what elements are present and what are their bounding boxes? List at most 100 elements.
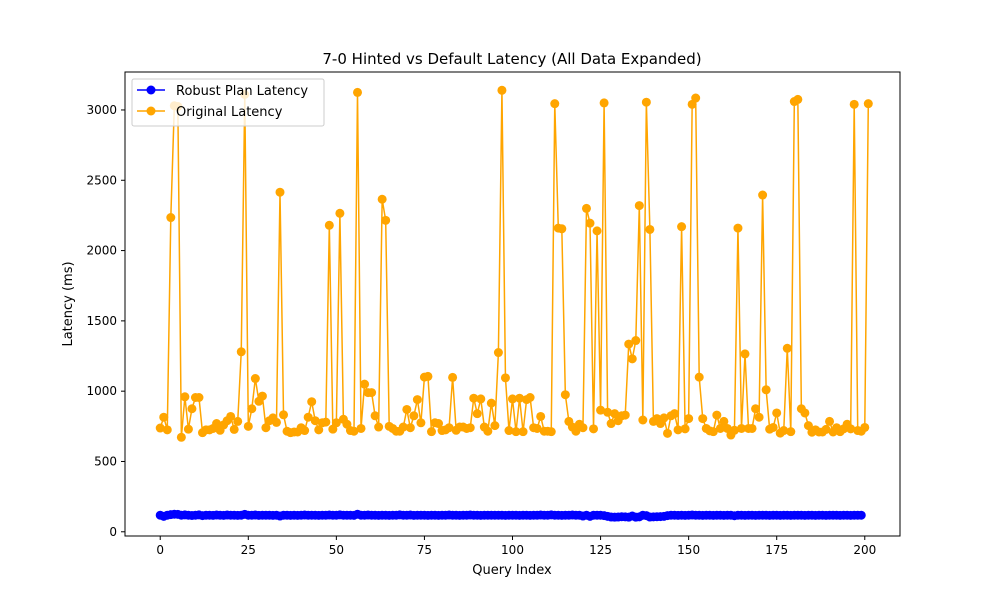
data-point-original xyxy=(761,385,771,395)
data-point-original xyxy=(331,418,341,428)
data-point-original xyxy=(849,99,859,109)
data-point-original xyxy=(483,426,493,436)
data-point-original xyxy=(226,411,236,421)
data-point-original xyxy=(183,424,193,434)
data-point-original xyxy=(490,421,500,431)
y-tick-label: 0 xyxy=(109,525,117,539)
data-point-original xyxy=(779,426,789,436)
x-axis: 0 25 50 75 100 125 150 175 200 xyxy=(156,536,876,557)
data-point-original xyxy=(353,87,362,97)
data-point-original xyxy=(360,379,370,389)
data-point-original xyxy=(374,422,384,432)
data-point-original xyxy=(860,422,870,432)
data-point-original xyxy=(641,97,651,107)
data-point-original xyxy=(846,424,856,434)
y-tick-label: 2500 xyxy=(86,173,117,187)
data-point-original xyxy=(448,372,458,382)
data-point-original xyxy=(585,218,595,228)
x-tick-label: 25 xyxy=(241,543,256,557)
data-point-original xyxy=(606,419,616,429)
data-point-original xyxy=(708,427,718,437)
data-point-original xyxy=(412,395,422,405)
data-point-original xyxy=(638,415,648,425)
data-point-original xyxy=(370,411,380,421)
data-point-original xyxy=(349,426,359,436)
series-original xyxy=(155,85,873,442)
data-point-original xyxy=(677,222,687,232)
data-point-original xyxy=(426,427,436,437)
x-tick-label: 150 xyxy=(677,543,700,557)
data-point-original xyxy=(772,408,782,418)
data-point-original xyxy=(715,423,725,433)
data-point-original xyxy=(645,224,655,234)
data-point-original xyxy=(465,423,475,433)
data-point-original xyxy=(825,416,835,426)
data-point-original xyxy=(434,419,444,429)
x-tick-label: 125 xyxy=(589,543,612,557)
data-point-original xyxy=(261,423,271,433)
data-point-original xyxy=(546,427,556,437)
legend-label-original: Original Latency xyxy=(176,105,283,120)
data-point-original xyxy=(747,423,757,433)
data-point-original xyxy=(722,423,732,433)
series-line-original xyxy=(159,89,870,439)
data-point-original xyxy=(754,412,764,422)
data-point-original xyxy=(729,425,739,435)
data-point-original xyxy=(476,394,486,404)
data-point-original xyxy=(663,428,672,438)
x-tick-label: 175 xyxy=(765,543,788,557)
data-point-original xyxy=(300,426,310,436)
data-point-original xyxy=(536,411,546,421)
data-point-original xyxy=(159,412,169,422)
x-tick-label: 100 xyxy=(501,543,524,557)
data-point-original xyxy=(733,223,743,233)
data-point-original xyxy=(694,372,704,382)
data-point-original xyxy=(356,423,366,433)
legend-marker-original xyxy=(146,106,156,116)
data-point-original xyxy=(511,427,521,437)
data-point-original xyxy=(321,417,331,427)
y-axis-label: Latency (ms) xyxy=(61,261,76,346)
legend-label-robust: Robust Plan Latency xyxy=(176,84,308,99)
data-point-original xyxy=(236,347,246,357)
data-point-original xyxy=(233,416,243,426)
data-point-original xyxy=(592,226,602,236)
data-point-original xyxy=(691,93,701,103)
data-point-original xyxy=(550,99,560,109)
data-point-original xyxy=(634,201,644,211)
data-point-original xyxy=(247,404,257,414)
legend-box xyxy=(131,78,325,127)
y-tick-label: 3000 xyxy=(86,103,117,117)
data-point-original xyxy=(624,339,634,349)
data-point-original xyxy=(684,414,694,424)
data-point-original xyxy=(279,410,289,420)
data-point-original xyxy=(275,187,285,197)
y-tick-label: 1000 xyxy=(86,384,117,398)
data-point-original xyxy=(405,423,415,433)
data-point-original xyxy=(303,412,313,422)
data-point-original xyxy=(398,422,408,432)
data-point-original xyxy=(803,421,813,431)
data-point-original xyxy=(243,421,253,431)
data-point-original xyxy=(194,393,204,402)
data-point-original xyxy=(821,424,831,434)
data-point-original xyxy=(557,224,567,234)
legend: Robust Plan Latency Original Latency xyxy=(131,78,325,127)
y-tick-label: 2000 xyxy=(86,244,117,258)
data-point-original xyxy=(631,336,641,346)
x-tick-label: 50 xyxy=(329,543,344,557)
data-point-original xyxy=(180,392,190,402)
data-point-original xyxy=(571,426,581,436)
data-point-original xyxy=(515,393,525,403)
data-point-robust xyxy=(856,510,866,520)
data-point-original xyxy=(367,388,377,398)
data-point-original xyxy=(768,422,778,432)
data-point-original xyxy=(229,424,239,434)
chart-title: 7-0 Hinted vs Default Latency (All Data … xyxy=(322,50,701,68)
data-point-original xyxy=(271,417,281,427)
data-point-original xyxy=(518,427,528,437)
data-point-original xyxy=(500,373,510,383)
data-point-original xyxy=(620,410,630,420)
data-point-original xyxy=(469,393,479,403)
